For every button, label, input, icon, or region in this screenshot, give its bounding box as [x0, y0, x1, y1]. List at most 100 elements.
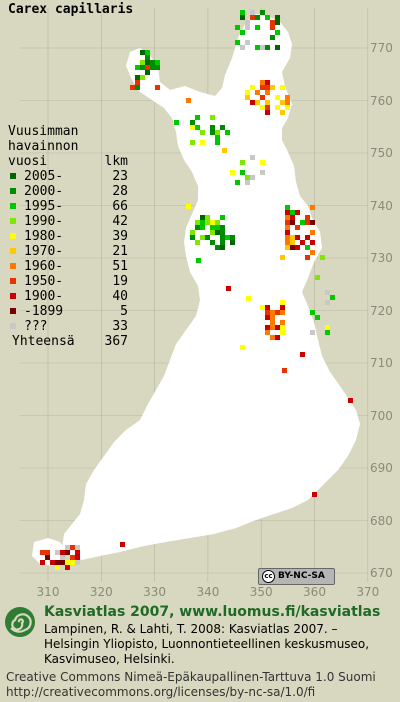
observation-square: [290, 215, 295, 220]
observation-square: [40, 550, 45, 555]
observation-square: [310, 220, 315, 225]
legend-count: 23: [112, 169, 128, 184]
observation-square: [270, 20, 275, 25]
observation-square: [135, 80, 140, 85]
observation-square: [215, 245, 220, 250]
observation-square: [65, 545, 70, 550]
observation-square: [285, 100, 290, 105]
legend-row: 2000- 28: [8, 184, 128, 199]
legend-swatch: [10, 278, 16, 284]
observation-square: [220, 215, 225, 220]
y-tick-label: 690: [370, 461, 393, 475]
observation-square: [260, 10, 265, 15]
observation-square: [305, 215, 310, 220]
observation-square: [145, 50, 150, 55]
observation-square: [280, 110, 285, 115]
observation-square: [280, 325, 285, 330]
observation-square: [210, 125, 215, 130]
legend-total-count: 367: [104, 334, 128, 349]
observation-square: [260, 170, 265, 175]
observation-square: [220, 225, 225, 230]
legend-period-label: ???: [24, 319, 48, 334]
observation-square: [270, 320, 275, 325]
observation-square: [280, 85, 285, 90]
observation-square: [310, 250, 315, 255]
legend-count: 33: [112, 319, 128, 334]
legend-column-headers: vuosi lkm: [8, 154, 128, 169]
observation-square: [186, 98, 191, 103]
legend-period-label: 1980-: [24, 229, 64, 244]
observation-square: [315, 275, 320, 280]
observation-square: [260, 105, 265, 110]
observation-square: [60, 555, 65, 560]
observation-dots: [40, 10, 353, 570]
observation-square: [65, 565, 70, 570]
observation-square: [120, 542, 125, 547]
legend-row: 1950- 19: [8, 274, 128, 289]
observation-square: [235, 180, 240, 185]
species-title: Carex capillaris: [8, 2, 134, 17]
observation-square: [290, 220, 295, 225]
license-badge[interactable]: cc BY-NC-SA: [258, 568, 335, 585]
observation-square: [275, 15, 280, 20]
observation-square: [282, 368, 287, 373]
y-tick-label: 680: [370, 513, 393, 528]
cc-icon: cc: [262, 570, 275, 583]
observation-square: [215, 135, 220, 140]
observation-square: [285, 105, 290, 110]
legend-total-label: Yhteensä: [12, 334, 75, 349]
observation-square: [230, 240, 235, 245]
observation-square: [255, 25, 260, 30]
y-tick-label: 710: [370, 356, 393, 370]
observation-square: [226, 286, 231, 291]
observation-square: [225, 130, 230, 135]
observation-square: [310, 230, 315, 235]
observation-square: [190, 140, 195, 145]
observation-square: [265, 100, 270, 105]
observation-square: [250, 155, 255, 160]
observation-square: [310, 330, 315, 335]
observation-square: [240, 45, 245, 50]
legend-period-label: 2000-: [24, 184, 64, 199]
legend-count: 66: [112, 199, 128, 214]
observation-square: [65, 560, 70, 565]
x-tick-label: 330: [143, 585, 167, 599]
observation-square: [265, 305, 270, 310]
observation-square: [285, 205, 290, 210]
observation-square: [315, 315, 320, 320]
observation-square: [190, 230, 195, 235]
observation-square: [245, 95, 250, 100]
legend-swatch: [10, 293, 16, 299]
observation-square: [265, 15, 270, 20]
observation-square: [285, 95, 290, 100]
footer-citation: Lampinen, R. & Lahti, T. 2008: Kasviatla…: [44, 622, 370, 666]
observation-square: [275, 325, 280, 330]
observation-square: [265, 325, 270, 330]
observation-square: [250, 15, 255, 20]
observation-square: [186, 204, 191, 209]
observation-square: [290, 240, 295, 245]
legend-period-label: -1899: [24, 304, 64, 319]
observation-square: [240, 15, 245, 20]
y-tick-label: 770: [370, 41, 393, 55]
observation-square: [285, 220, 290, 225]
observation-square: [55, 550, 60, 555]
observation-square: [270, 325, 275, 330]
observation-square: [290, 235, 295, 240]
observation-square: [255, 15, 260, 20]
observation-square: [205, 220, 210, 225]
observation-square: [325, 325, 330, 330]
legend-period-label: 1995-: [24, 199, 64, 214]
observation-square: [285, 245, 290, 250]
observation-square: [140, 50, 145, 55]
y-tick-label: 760: [370, 93, 393, 108]
legend-count: 51: [112, 259, 128, 274]
legend-period-label: 1990-: [24, 214, 64, 229]
observation-square: [310, 205, 315, 210]
x-tick-label: 320: [89, 585, 113, 599]
legend-heading-line-1: Vuusimman: [8, 124, 79, 139]
legend-count: 28: [112, 184, 128, 199]
observation-square: [300, 240, 305, 245]
observation-square: [275, 335, 280, 340]
